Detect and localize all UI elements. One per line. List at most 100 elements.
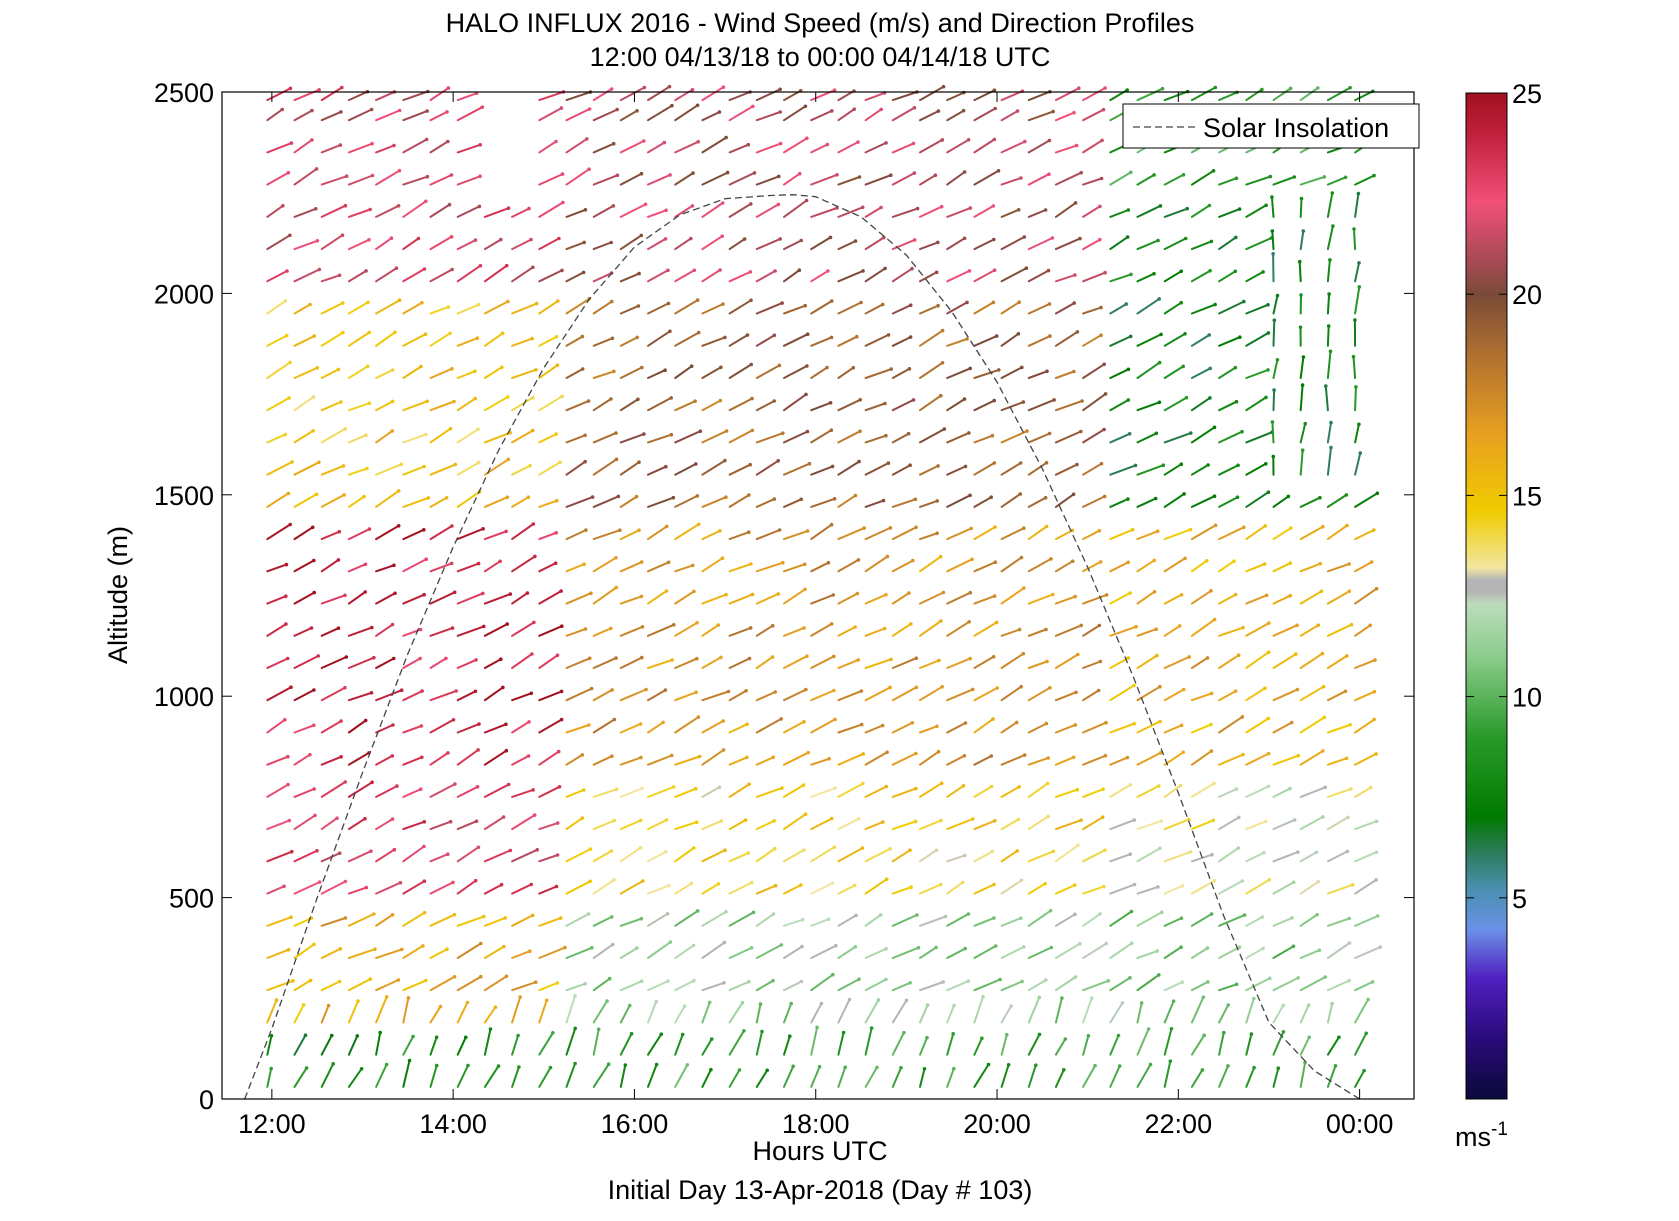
wind-vector-head: [1182, 688, 1186, 692]
wind-vector: [784, 753, 808, 765]
wind-vector-head: [532, 621, 536, 625]
wind-vector: [702, 497, 726, 507]
wind-vector: [730, 594, 753, 603]
wind-vector-head: [613, 819, 617, 823]
wind-vector: [1328, 423, 1331, 443]
wind-vector-head: [587, 912, 591, 916]
wind-vector-head: [881, 820, 885, 824]
wind-vector-head: [747, 530, 751, 534]
wind-vector-head: [1264, 820, 1268, 824]
wind-vector-head: [1298, 260, 1302, 264]
wind-vector-head: [1345, 654, 1349, 658]
wind-vector: [295, 336, 315, 346]
wind-vector: [648, 398, 671, 410]
wind-vector-head: [1129, 335, 1133, 339]
wind-vector: [1056, 998, 1062, 1022]
wind-vector: [1029, 304, 1050, 314]
wind-vector: [376, 526, 399, 539]
wind-vector: [1110, 465, 1135, 474]
wind-vector: [1138, 299, 1160, 314]
wind-vector-head: [287, 396, 291, 400]
wind-vector-head: [474, 658, 478, 662]
wind-vector: [702, 657, 721, 668]
wind-vector: [1274, 528, 1291, 539]
wind-vector: [512, 1067, 519, 1087]
wind-vector-head: [1241, 879, 1245, 883]
wind-vector: [974, 171, 998, 185]
wind-vector-head: [1264, 396, 1268, 400]
wind-vector-head: [1023, 235, 1027, 239]
wind-vector: [920, 207, 942, 217]
wind-vector: [730, 532, 749, 539]
wind-vector-head: [912, 142, 916, 146]
wind-vector: [485, 817, 504, 829]
wind-vector-head: [1189, 431, 1193, 435]
wind-vector-head: [691, 204, 695, 208]
wind-vector: [1083, 364, 1104, 378]
wind-vector-head: [506, 495, 510, 499]
wind-vector-head: [1155, 949, 1159, 953]
wind-vector: [974, 463, 994, 475]
wind-vector: [1083, 308, 1101, 314]
wind-vector: [1138, 629, 1157, 636]
wind-vector-head: [718, 268, 722, 272]
wind-vector: [866, 436, 886, 443]
wind-vector-head: [587, 167, 591, 171]
wind-vector-head: [1156, 239, 1160, 243]
wind-vector-head: [726, 171, 730, 175]
wind-vector: [920, 850, 936, 861]
wind-vector-head: [1179, 784, 1183, 788]
wind-vector: [893, 269, 912, 282]
wind-vector: [1002, 528, 1024, 539]
wind-vector-head: [584, 208, 588, 212]
wind-vector-head: [1371, 980, 1375, 984]
wind-vector-head: [482, 625, 486, 629]
wind-vector: [1192, 335, 1209, 346]
wind-vector-head: [531, 266, 535, 270]
wind-vector-head: [343, 594, 347, 598]
wind-vector-head: [557, 237, 561, 241]
wind-vector-head: [640, 560, 644, 564]
wind-vector: [1138, 887, 1158, 894]
wind-vector: [567, 629, 586, 636]
wind-vector-head: [639, 819, 643, 823]
wind-vector: [784, 628, 804, 636]
wind-vector: [1274, 723, 1292, 733]
wind-vector-head: [448, 203, 452, 207]
wind-vector-head: [1179, 270, 1183, 274]
x-tick-label: 12:00: [238, 1109, 306, 1139]
wind-vector-head: [830, 523, 834, 527]
wind-vector: [539, 1068, 550, 1087]
wind-vector: [893, 434, 909, 443]
wind-vector: [702, 367, 721, 378]
wind-vector: [866, 595, 886, 604]
wind-vector-head: [285, 269, 289, 273]
wind-vector-head: [424, 979, 428, 983]
wind-vector: [730, 1003, 743, 1023]
wind-vector-head: [341, 331, 345, 335]
wind-vector: [675, 431, 700, 442]
wind-vector-head: [908, 463, 912, 467]
wind-vector-head: [610, 754, 614, 758]
wind-vector-head: [854, 239, 858, 243]
wind-vector-head: [505, 975, 509, 979]
wind-vector: [730, 365, 752, 379]
wind-vector: [539, 462, 560, 474]
wind-vector: [539, 108, 561, 120]
wind-vector-head: [424, 332, 428, 336]
wind-vector-head: [967, 138, 971, 142]
wind-vector: [866, 335, 889, 346]
wind-vector-head: [1155, 432, 1159, 436]
wind-vector: [648, 981, 668, 990]
wind-vector-head: [771, 655, 775, 659]
wind-vector: [702, 461, 725, 475]
wind-vector-head: [1074, 201, 1078, 205]
wind-vector: [811, 111, 832, 120]
wind-vector-head: [391, 368, 395, 372]
wind-vector-head: [1268, 878, 1272, 882]
wind-vector: [1274, 1006, 1284, 1023]
wind-vector: [1110, 912, 1131, 926]
wind-vector-head: [1103, 86, 1107, 90]
wind-vector-head: [1093, 1064, 1097, 1068]
wind-vector-head: [692, 846, 696, 850]
